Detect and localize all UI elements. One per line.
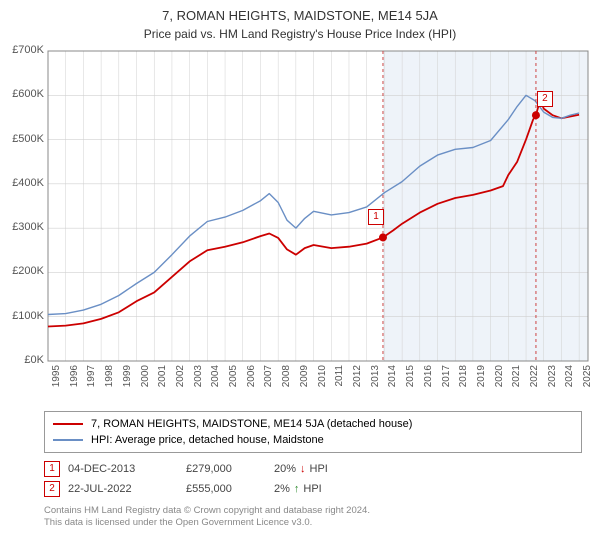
page-subtitle: Price paid vs. HM Land Registry's House …	[0, 23, 600, 47]
x-axis-tick: 2013	[370, 365, 381, 395]
x-axis-tick: 2006	[246, 365, 257, 395]
y-axis-tick: £200K	[2, 265, 44, 277]
x-axis-tick: 2018	[458, 365, 469, 395]
x-axis-tick: 2020	[494, 365, 505, 395]
x-axis-tick: 2024	[564, 365, 575, 395]
sale-marker-ref: 1	[44, 461, 60, 477]
legend-item: HPI: Average price, detached house, Maid…	[53, 432, 573, 448]
legend-item: 7, ROMAN HEIGHTS, MAIDSTONE, ME14 5JA (d…	[53, 416, 573, 432]
x-axis-tick: 2009	[299, 365, 310, 395]
x-axis-tick: 2025	[582, 365, 593, 395]
sale-diff: 2%↑HPI	[274, 483, 394, 495]
sale-marker-ref: 2	[44, 481, 60, 497]
legend-swatch	[53, 423, 83, 425]
attribution: Contains HM Land Registry data © Crown c…	[44, 505, 582, 530]
sale-diff: 20%↓HPI	[274, 463, 394, 475]
legend-label: 7, ROMAN HEIGHTS, MAIDSTONE, ME14 5JA (d…	[91, 418, 412, 430]
y-axis-tick: £0K	[2, 354, 44, 366]
sales-table: 1 04-DEC-2013 £279,000 20%↓HPI 2 22-JUL-2022 £…	[44, 459, 582, 499]
legend-label: HPI: Average price, detached house, Maid…	[91, 434, 324, 446]
sale-marker: 2	[537, 91, 553, 107]
x-axis-tick: 2016	[423, 365, 434, 395]
page-title: 7, ROMAN HEIGHTS, MAIDSTONE, ME14 5JA	[0, 0, 600, 23]
x-axis-tick: 2012	[352, 365, 363, 395]
y-axis-tick: £300K	[2, 221, 44, 233]
sale-marker: 1	[368, 209, 384, 225]
x-axis-tick: 2015	[405, 365, 416, 395]
x-axis-tick: 2004	[210, 365, 221, 395]
x-axis-tick: 1997	[86, 365, 97, 395]
arrow-down-icon: ↓	[300, 463, 306, 475]
x-axis-tick: 2008	[281, 365, 292, 395]
y-axis-tick: £100K	[2, 310, 44, 322]
sale-row: 2 22-JUL-2022 £555,000 2%↑HPI	[44, 479, 582, 499]
sale-price: £555,000	[186, 483, 266, 495]
x-axis-tick: 1995	[51, 365, 62, 395]
x-axis-tick: 2014	[387, 365, 398, 395]
attribution-line: Contains HM Land Registry data © Crown c…	[44, 505, 582, 517]
x-axis-tick: 2000	[140, 365, 151, 395]
attribution-line: This data is licensed under the Open Gov…	[44, 517, 582, 529]
sale-date: 22-JUL-2022	[68, 483, 178, 495]
x-axis-tick: 2011	[334, 365, 345, 395]
x-axis-tick: 2017	[441, 365, 452, 395]
x-axis-tick: 1996	[69, 365, 80, 395]
y-axis-tick: £600K	[2, 88, 44, 100]
y-axis-tick: £400K	[2, 177, 44, 189]
legend-swatch	[53, 439, 83, 441]
sale-date: 04-DEC-2013	[68, 463, 178, 475]
price-chart: £0K £100K £200K £300K £400K £500K £600K £700K 1…	[0, 47, 600, 407]
x-axis-tick: 2001	[157, 365, 168, 395]
y-axis-tick: £700K	[2, 44, 44, 56]
x-axis-tick: 2005	[228, 365, 239, 395]
x-axis-tick: 2007	[263, 365, 274, 395]
x-axis-tick: 2010	[317, 365, 328, 395]
x-axis-tick: 2003	[193, 365, 204, 395]
x-axis-tick: 1999	[122, 365, 133, 395]
x-axis-tick: 2019	[476, 365, 487, 395]
x-axis-tick: 1998	[104, 365, 115, 395]
x-axis-tick: 2002	[175, 365, 186, 395]
x-axis-tick: 2022	[529, 365, 540, 395]
sale-row: 1 04-DEC-2013 £279,000 20%↓HPI	[44, 459, 582, 479]
x-axis-tick: 2023	[547, 365, 558, 395]
arrow-up-icon: ↑	[294, 483, 300, 495]
sale-price: £279,000	[186, 463, 266, 475]
x-axis-tick: 2021	[511, 365, 522, 395]
y-axis-tick: £500K	[2, 133, 44, 145]
legend: 7, ROMAN HEIGHTS, MAIDSTONE, ME14 5JA (d…	[44, 411, 582, 453]
